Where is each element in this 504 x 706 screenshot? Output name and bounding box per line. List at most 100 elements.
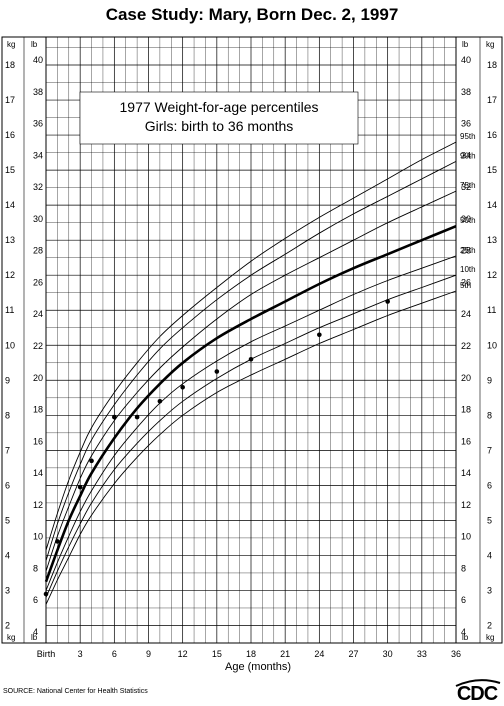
kg-tick-label-left: 5 xyxy=(5,515,10,525)
kg-tick-label-left: 6 xyxy=(5,480,10,490)
data-point xyxy=(317,332,322,338)
x-tick-label: 6 xyxy=(112,649,117,659)
kg-tick-label-right: 3 xyxy=(487,585,492,595)
lb-tick-label-left: 12 xyxy=(33,500,43,510)
kg-tick-label-right: 12 xyxy=(487,270,497,280)
kg-tick-label-right: 4 xyxy=(487,550,492,560)
lb-tick-label-left: 38 xyxy=(33,87,43,97)
lb-tick-label-right: 28 xyxy=(461,246,471,256)
inset-background xyxy=(79,91,359,145)
x-tick-label: Birth xyxy=(37,649,56,659)
kg-tick-label-right: 15 xyxy=(487,165,497,175)
inset-box: 1977 Weight-for-age percentiles Girls: b… xyxy=(79,91,359,145)
x-tick-label: 18 xyxy=(246,649,256,659)
kg-tick-label-left: 17 xyxy=(5,95,15,105)
x-tick-label: 36 xyxy=(451,649,461,659)
x-tick-label: 27 xyxy=(348,649,358,659)
percentile-curve-95th xyxy=(45,141,457,551)
percentile-label-50th: 50th xyxy=(460,216,476,225)
lb-tick-label-right: 6 xyxy=(461,595,466,605)
cdc-logo-swoosh xyxy=(455,679,501,687)
kg-tick-label-left: 11 xyxy=(5,305,14,315)
unit-label-lb-right-top: lb xyxy=(462,40,469,49)
inset-line-1: 1977 Weight-for-age percentiles xyxy=(120,99,319,115)
outer-frame xyxy=(1,36,503,644)
kg-tick-label-right: 13 xyxy=(487,235,497,245)
x-tick-label: 15 xyxy=(212,649,222,659)
percentile-curve-75th xyxy=(45,190,457,572)
kg-tick-label-left: 10 xyxy=(5,340,15,350)
kg-tick-label-left: 8 xyxy=(5,410,10,420)
data-points xyxy=(43,299,390,597)
x-tick-label: 30 xyxy=(383,649,393,659)
percentile-label-90th: 90th xyxy=(460,151,476,160)
x-tick-label: 9 xyxy=(146,649,151,659)
lb-tick-label-right: 38 xyxy=(461,87,471,97)
lb-tick-label-left: 10 xyxy=(33,532,43,542)
lb-tick-label-left: 30 xyxy=(33,214,43,224)
lb-tick-label-left: 22 xyxy=(33,341,43,351)
kg-tick-label-right: 2 xyxy=(487,620,492,630)
lb-tick-label-right: 18 xyxy=(461,405,471,415)
data-point xyxy=(385,299,390,304)
kg-tick-label-left: 18 xyxy=(5,60,15,70)
unit-label-kg-right-bottom: kg xyxy=(486,633,494,642)
lb-tick-label-left: 4 xyxy=(33,627,38,637)
x-tick-label: 3 xyxy=(78,649,83,659)
data-point xyxy=(89,458,94,464)
percentile-curve-50th xyxy=(44,224,457,583)
x-axis-label: Age (months) xyxy=(225,661,291,673)
lb-tick-label-left: 8 xyxy=(33,563,38,573)
kg-tick-label-left: 2 xyxy=(5,620,10,630)
lb-tick-label-right: 32 xyxy=(461,182,471,192)
percentile-label-75th: 75th xyxy=(460,181,476,190)
kg-tick-label-right: 9 xyxy=(487,375,492,385)
percentile-curve-25th xyxy=(45,255,457,591)
lb-tick-label-right: 14 xyxy=(461,468,471,478)
lb-tick-label-right: 12 xyxy=(461,500,471,510)
lb-tick-label-left: 20 xyxy=(33,373,43,383)
lb-tick-label-right: 36 xyxy=(461,119,471,129)
lb-tick-label-left: 36 xyxy=(33,119,43,129)
kg-tick-label-left: 14 xyxy=(5,200,15,210)
lb-tick-label-left: 34 xyxy=(33,150,43,160)
kg-tick-label-left: 16 xyxy=(5,130,15,140)
kg-tick-label-right: 17 xyxy=(487,95,497,105)
kg-tick-label-right: 6 xyxy=(487,480,492,490)
inset-line-2: Girls: birth to 36 months xyxy=(145,118,294,134)
kg-tick-label-left: 9 xyxy=(5,375,10,385)
kg-tick-label-right: 14 xyxy=(487,200,497,210)
lb-tick-label-left: 28 xyxy=(33,246,43,256)
kg-tick-label-left: 13 xyxy=(5,235,15,245)
lb-tick-label-right: 20 xyxy=(461,373,471,383)
data-point xyxy=(180,384,185,390)
kg-tick-label-left: 12 xyxy=(5,270,15,280)
kg-tick-label-right: 7 xyxy=(487,445,492,455)
source-note: SOURCE: National Center for Health Stati… xyxy=(3,688,148,695)
lb-tick-label-right: 22 xyxy=(461,341,471,351)
cdc-logo: CDC xyxy=(455,679,501,705)
lb-tick-label-right: 16 xyxy=(461,436,471,446)
x-tick-label: 12 xyxy=(178,649,188,659)
lb-tick-label-right: 34 xyxy=(461,150,471,160)
lb-tick-label-right: 30 xyxy=(461,214,471,224)
kg-tick-label-right: 18 xyxy=(487,60,497,70)
kg-tick-label-right: 8 xyxy=(487,410,492,420)
lb-tick-label-left: 18 xyxy=(33,405,43,415)
lb-tick-label-right: 4 xyxy=(461,627,466,637)
data-point xyxy=(134,414,140,420)
data-point xyxy=(157,399,163,404)
data-point xyxy=(214,369,220,374)
percentile-curve-90th xyxy=(45,160,457,561)
lb-tick-label-left: 26 xyxy=(33,277,43,287)
x-tick-label: 24 xyxy=(314,649,324,659)
lb-tick-label-left: 6 xyxy=(33,595,38,605)
percentile-label-5th: 5th xyxy=(460,281,471,290)
unit-label-lb-left-bottom: lb xyxy=(31,633,38,642)
kg-tick-label-right: 16 xyxy=(487,130,497,140)
data-point xyxy=(43,591,49,597)
percentile-label-10th: 10th xyxy=(460,265,476,274)
x-tick-label: 33 xyxy=(417,649,427,659)
